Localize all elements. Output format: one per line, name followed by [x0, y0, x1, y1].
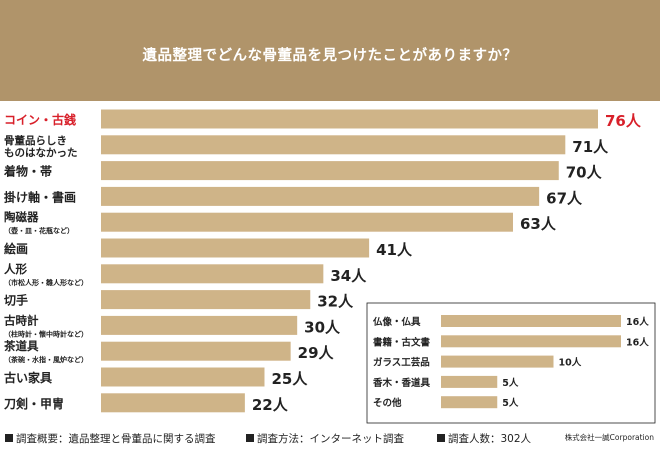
category-label: 着物・帯 — [3, 164, 52, 179]
inset-value-label: 16人 — [626, 336, 649, 348]
inset-value-label: 16人 — [626, 316, 649, 328]
category-sublabel: （茶碗・水指・風炉など） — [4, 355, 88, 364]
inset-category-label: 書籍・古文書 — [373, 336, 431, 348]
bar — [101, 186, 540, 206]
square-bullet-icon — [246, 434, 254, 442]
value-label: 32人 — [317, 293, 354, 311]
category-label: 陶磁器 — [4, 210, 39, 224]
value-label: 29人 — [298, 344, 335, 362]
category-label: 掛け軸・書画 — [4, 189, 76, 204]
category-sublabel: ものはなかった — [4, 147, 78, 159]
square-bullet-icon — [5, 434, 13, 442]
bar — [101, 212, 513, 232]
bar — [101, 161, 559, 181]
value-label: 30人 — [304, 318, 341, 336]
inset-value-label: 10人 — [559, 357, 582, 369]
value-label: 67人 — [546, 189, 583, 207]
value-label: 41人 — [376, 241, 413, 259]
bar — [101, 315, 298, 335]
title-band — [0, 0, 660, 101]
category-label: コイン・古銭 — [4, 112, 76, 127]
category-label: 切手 — [4, 293, 28, 308]
bar — [101, 238, 370, 258]
value-label: 76人 — [605, 112, 642, 130]
inset-category-label: 仏像・仏具 — [372, 316, 421, 328]
bar — [101, 393, 245, 413]
bar — [101, 135, 566, 155]
category-label: 古い家具 — [4, 370, 52, 385]
inset-bar — [441, 375, 498, 388]
category-sublabel: （市松人形・雛人形など） — [4, 278, 88, 287]
inset-bar — [441, 335, 621, 348]
chart-title: 遺品整理でどんな骨董品を見つけたことがありますか？ — [142, 48, 518, 64]
category-label: 茶道具 — [3, 339, 39, 353]
bar — [101, 341, 291, 361]
footer: 調査概要：遺品整理と骨董品に関する調査 調査方法：インターネット調査 調査人数：… — [5, 431, 660, 449]
category-sublabel: （柱時計・懐中時計など） — [4, 329, 88, 338]
category-label: 古時計 — [4, 313, 39, 327]
credit: 株式会社一誠Corporation — [564, 433, 654, 442]
bar — [101, 264, 324, 284]
value-label: 25人 — [271, 370, 308, 388]
value-label: 70人 — [566, 164, 603, 182]
inset-value-label: 5人 — [502, 397, 519, 409]
inset-category-label: その他 — [373, 397, 402, 409]
footer-respondents: 調査人数：302人 — [437, 431, 531, 446]
bar — [101, 367, 265, 387]
footer-summary: 調査概要：遺品整理と骨董品に関する調査 — [5, 431, 216, 446]
inset-category-label: ガラス工芸品 — [373, 357, 430, 369]
value-label: 71人 — [572, 138, 609, 156]
value-label: 22人 — [252, 396, 289, 414]
inset-bar — [441, 315, 621, 327]
inset-bar — [441, 355, 554, 368]
footer-method: 調査方法：インターネット調査 — [246, 431, 404, 446]
inset-category-label: 香木・香道具 — [372, 377, 431, 389]
category-label: 人形 — [4, 262, 27, 276]
bar — [101, 290, 311, 310]
value-label: 63人 — [520, 215, 557, 233]
category-sublabel: （壺・皿・花瓶など） — [4, 226, 74, 235]
value-label: 34人 — [330, 267, 367, 285]
category-label: 刀剣・甲冑 — [4, 396, 64, 411]
category-label: 骨董品らしき — [4, 134, 67, 147]
inset-bar — [441, 396, 498, 409]
category-label: 絵画 — [4, 241, 28, 256]
bar — [101, 109, 598, 129]
square-bullet-icon — [437, 434, 445, 442]
inset-value-label: 5人 — [502, 377, 519, 389]
